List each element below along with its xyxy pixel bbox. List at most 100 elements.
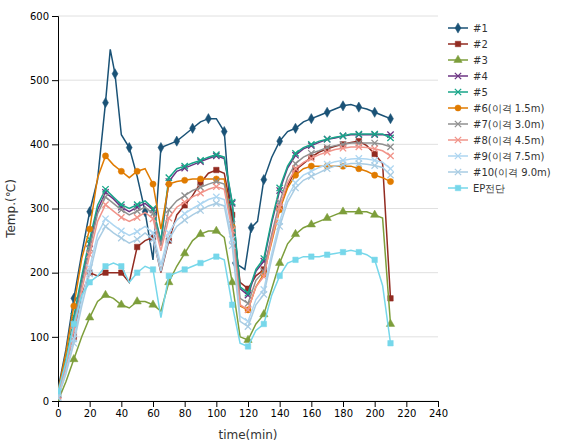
x-tick-label: 180: [334, 408, 353, 419]
series-marker: [387, 153, 393, 159]
series-marker: [196, 229, 204, 236]
y-tick-mark: [52, 337, 58, 338]
series-marker: [214, 167, 219, 172]
series-group: [58, 249, 393, 394]
series-marker: [339, 207, 347, 214]
series-marker: [277, 136, 283, 146]
series-marker: [166, 236, 172, 242]
legend-label: #6(이격 1.5m): [473, 103, 544, 114]
series-marker: [182, 177, 188, 183]
series-marker: [197, 207, 203, 213]
series-marker: [71, 321, 76, 326]
series-marker: [102, 201, 108, 207]
series-group: [58, 155, 394, 401]
series-marker: [166, 207, 172, 213]
series-marker: [181, 249, 189, 256]
x-tick-mark: [311, 401, 312, 407]
series-marker: [356, 160, 362, 166]
series-group: [58, 132, 394, 398]
series-marker: [103, 98, 109, 108]
x-tick: 140: [271, 401, 290, 419]
series-marker: [340, 162, 346, 168]
series-marker: [293, 123, 299, 133]
legend-item: #3: [448, 55, 488, 66]
y-tick: 0: [43, 396, 58, 407]
x-axis: 020406080100120140160180200220240: [55, 401, 448, 419]
series-marker: [149, 300, 157, 307]
legend-item: #9(이격 7.5m): [448, 151, 544, 162]
series-marker: [126, 142, 132, 152]
series-marker: [166, 175, 172, 181]
series-marker: [197, 157, 203, 163]
series-group: [58, 144, 394, 399]
series-marker: [102, 153, 108, 159]
series-marker: [355, 207, 363, 214]
y-tick-label: 300: [30, 203, 49, 214]
series-marker: [324, 107, 330, 117]
series-group: [58, 140, 394, 398]
x-tick: 0: [55, 401, 61, 419]
y-tick-mark: [52, 144, 58, 145]
series-marker: [150, 181, 156, 187]
x-tick-label: 220: [397, 408, 416, 419]
y-tick-label: 500: [30, 75, 49, 86]
series-marker: [205, 114, 211, 124]
series-marker: [356, 249, 361, 254]
series-marker: [387, 178, 393, 184]
series-marker: [102, 186, 108, 192]
series-marker: [182, 199, 188, 205]
y-tick: 600: [30, 11, 58, 22]
x-tick-label: 100: [207, 408, 226, 419]
x-tick-label: 0: [55, 408, 61, 419]
series-marker: [387, 166, 393, 172]
series-marker: [118, 235, 124, 241]
series-marker: [182, 217, 188, 223]
series-group: [58, 49, 393, 394]
series-marker: [340, 145, 346, 151]
x-tick-label: 40: [115, 408, 128, 419]
series-group: [58, 207, 395, 401]
x-tick: 40: [115, 401, 128, 419]
series-marker: [71, 321, 77, 327]
legend-label: #8(이격 4.5m): [473, 135, 544, 146]
series-marker: [213, 194, 219, 200]
y-tick-label: 0: [43, 396, 49, 407]
series-marker: [213, 151, 219, 157]
series-marker: [150, 236, 156, 242]
series-marker: [197, 201, 203, 207]
series-marker: [198, 260, 203, 265]
series-line: [58, 212, 391, 401]
legend-label: #10(이격 9.0m): [473, 167, 551, 178]
series-marker: [356, 131, 362, 137]
y-tick-mark: [52, 209, 58, 210]
series-marker: [388, 114, 394, 124]
legend-item: #4: [448, 71, 488, 82]
series-marker: [248, 223, 254, 233]
series-marker: [134, 270, 139, 275]
series-marker: [340, 133, 346, 139]
series-marker: [150, 230, 156, 236]
x-tick-mark: [121, 401, 122, 407]
series-marker: [372, 172, 378, 178]
series-marker: [261, 175, 267, 185]
legend-item: #5: [448, 87, 488, 98]
x-tick: 120: [239, 401, 258, 419]
series-marker: [276, 258, 284, 265]
series-marker: [324, 136, 330, 142]
plot-area: [58, 49, 395, 401]
x-tick-label: 80: [179, 408, 192, 419]
legend-swatch-marker: [455, 169, 461, 175]
series-marker: [323, 213, 331, 220]
series-marker: [292, 166, 298, 172]
x-tick: 240: [429, 401, 448, 419]
series-marker: [221, 126, 227, 136]
legend-item: #10(이격 9.0m): [448, 167, 551, 178]
y-axis-title: Temp.(℃): [4, 179, 18, 239]
y-tick: 100: [30, 332, 58, 343]
series-marker: [182, 267, 187, 272]
series-marker: [87, 226, 93, 232]
series-marker: [324, 166, 330, 172]
legend: #1#2#3#4#5#6(이격 1.5m)#7(이격 3.0m)#8(이격 4.…: [448, 23, 551, 194]
legend-swatch-marker: [455, 89, 461, 95]
series-marker: [213, 184, 219, 190]
